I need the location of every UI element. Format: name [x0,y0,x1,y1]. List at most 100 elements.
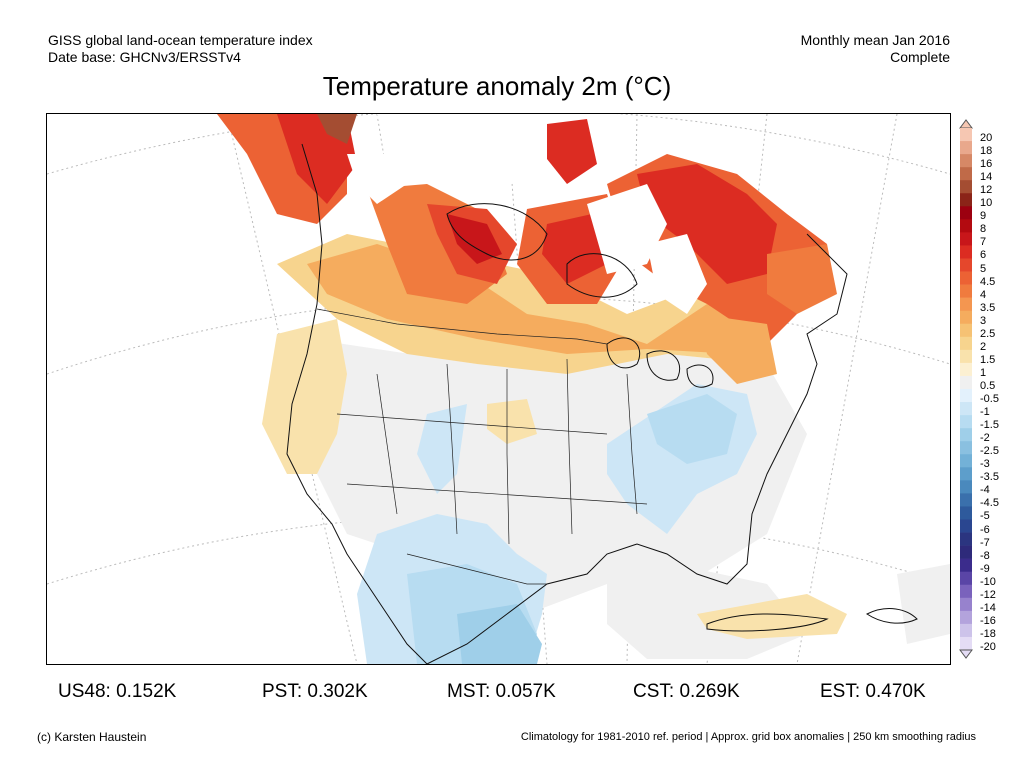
colorbar-tick-label: -4.5 [980,497,999,510]
header-left: GISS global land-ocean temperature index… [48,32,313,66]
colorbar-tick-label: 7 [980,236,987,249]
colorbar-tick-label: 16 [980,158,993,171]
stat-cst: CST: 0.269K [633,681,740,702]
colorbar-tick-label: -18 [980,627,996,640]
political-borders [316,308,648,585]
colorbar-segment [960,415,972,429]
colorbar-segment [960,506,972,520]
colorbar-svg [959,119,973,659]
colorbar-segment [960,323,972,338]
colorbar-segment [960,180,972,194]
completeness-label: Complete [890,49,950,65]
colorbar-tick-label: -8 [980,549,990,562]
anomaly-field [217,114,950,664]
colorbar-segment [960,336,972,351]
colorbar-tick-label: 5 [980,262,987,275]
colorbar-min-arrow [959,649,973,659]
colorbar-segment [960,402,972,416]
colorbar-tick-label: -2 [980,432,990,445]
colorbar-segment [960,532,972,546]
colorbar-segment [960,128,972,142]
colorbar-segment [960,519,972,533]
stat-est: EST: 0.470K [820,681,926,702]
colorbar-segment [960,310,972,325]
colorbar-tick-label: 1 [980,366,987,379]
colorbar-segment [960,375,972,390]
map-title: Temperature anomaly 2m (°C) [322,71,672,101]
colorbar-segment [960,454,972,468]
colorbar-segment [960,284,972,298]
colorbar-segment [960,349,972,364]
colorbar-tick-label: -0.5 [980,393,999,405]
methodology-note: Climatology for 1981-2010 ref. period | … [520,731,976,743]
colorbar-segment [960,467,972,481]
colorbar-segment [960,271,972,285]
colorbar-segment [960,245,972,259]
period-label: Monthly mean Jan 2016 [800,32,950,48]
colorbar-tick-label: -4 [980,484,990,497]
colorbar-tick-label: 6 [980,249,987,262]
colorbar-segment [960,545,972,559]
colorbar-tick-label: 10 [980,197,993,210]
colorbar-segment [960,389,972,403]
map-canvas [47,114,950,664]
copyright-text: (c) Karsten Haustein [37,730,147,744]
colorbar-tick-label: -9 [980,562,990,575]
colorbar-segment [960,232,972,246]
colorbar-tick-label: -2.5 [980,445,999,458]
stat-pst: PST: 0.302K [262,681,368,702]
colorbar-segment [960,167,972,181]
colorbar-segment [960,558,972,572]
colorbar-tick-label: 4 [980,288,987,301]
colorbar-tick-label: -3.5 [980,471,999,484]
colorbar-tick-label: 2.5 [980,327,996,340]
colorbar-tick-label: -20 [980,640,996,653]
colorbar-segment [960,441,972,455]
colorbar-max-arrow [959,119,973,129]
colorbar-segment [960,154,972,168]
stat-us48: US48: 0.152K [58,681,177,702]
colorbar-tick-label: -7 [980,536,990,549]
colorbar-tick-label: 1.5 [980,353,996,366]
colorbar-segment [960,297,972,311]
colorbar-segment [960,480,972,494]
colorbar-segment [960,493,972,507]
colorbar [959,119,973,659]
colorbar-tick-label: -12 [980,588,996,601]
colorbar-segment [960,219,972,233]
stat-mst: MST: 0.057K [447,681,556,702]
colorbar-tick-label: 2 [980,340,987,353]
colorbar-tick-label: -1.5 [980,419,999,432]
header-right: Monthly mean Jan 2016 Complete [801,32,950,66]
colorbar-tick-label: 0.5 [980,379,996,392]
colorbar-segment [960,597,972,612]
colorbar-segment [960,141,972,155]
colorbar-tick-label: 12 [980,184,993,197]
colorbar-tick-label: 9 [980,210,987,223]
colorbar-tick-label: -14 [980,601,996,614]
colorbar-tick-label: -6 [980,523,990,536]
coastlines [286,143,918,664]
colorbar-segment [960,428,972,442]
anomaly-map [46,113,951,665]
colorbar-segment [960,610,972,625]
colorbar-segment [960,193,972,207]
dataset-title: GISS global land-ocean temperature index [48,32,313,48]
colorbar-tick-label: 18 [980,145,993,158]
colorbar-tick-label: -16 [980,614,996,627]
colorbar-segment [960,636,972,651]
colorbar-segment [960,584,972,599]
colorbar-segment [960,571,972,586]
database-label: Date base: GHCNv3/ERSSTv4 [48,49,241,65]
colorbar-tick-label: -10 [980,575,996,588]
colorbar-tick-label: 3 [980,314,987,327]
colorbar-tick-label: 8 [980,223,987,236]
colorbar-segment [960,206,972,220]
colorbar-segment [960,623,972,638]
colorbar-tick-label: -5 [980,510,990,523]
colorbar-tick-label: 20 [980,132,993,144]
colorbar-tick-label: 3.5 [980,301,996,314]
colorbar-tick-label: -3 [980,458,990,471]
colorbar-tick-label: 4.5 [980,275,996,288]
colorbar-segment [960,362,972,377]
